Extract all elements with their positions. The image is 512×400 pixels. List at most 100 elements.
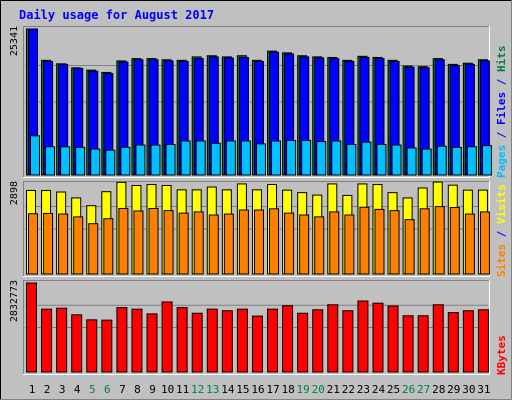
bar-kbytes-day-21 [327, 304, 339, 373]
panel-legend: KBytes [495, 335, 508, 375]
x-tick-label-day-12: 12 [191, 383, 204, 396]
x-tick-label-day-28: 28 [432, 383, 445, 396]
bar-pages-day-22 [346, 143, 357, 176]
bar-pages-day-14 [225, 140, 236, 176]
bar-pages-day-4 [75, 146, 86, 176]
x-tick-label-day-18: 18 [281, 383, 294, 396]
bar-pages-day-17 [271, 140, 282, 176]
x-axis-day-labels: 1 2 3 4 5 6 7 8 9 10 11 12 13 14 15 16 17 18 19 20 21 22 23 24 2… [29, 383, 491, 396]
bar-sites-day-6 [103, 218, 114, 275]
bar-pages-day-15 [240, 140, 251, 176]
bar-pages-day-3 [60, 146, 71, 176]
bar-kbytes-day-10 [161, 301, 173, 373]
bar-pages-day-11 [180, 140, 191, 176]
x-tick-label-day-31: 31 [477, 383, 490, 396]
bar-pages-day-25 [391, 144, 402, 176]
x-tick-label-day-9: 9 [149, 383, 156, 396]
bar-kbytes-day-12 [191, 312, 203, 373]
bar-kbytes-day-25 [387, 305, 399, 373]
bar-pages-day-9 [150, 144, 161, 176]
x-tick-label-day-5: 5 [89, 383, 96, 396]
bar-sites-day-28 [434, 206, 445, 275]
bar-pages-day-27 [421, 148, 432, 176]
bar-sites-day-22 [344, 214, 355, 275]
bar-kbytes-day-20 [312, 309, 324, 373]
bar-kbytes-day-23 [357, 300, 369, 373]
legend-part-pages: Pages [495, 145, 508, 178]
bar-kbytes-day-13 [206, 308, 218, 373]
bar-kbytes-day-29 [447, 312, 459, 373]
bar-pages-day-23 [361, 141, 372, 176]
bar-kbytes-day-15 [236, 308, 248, 373]
bar-kbytes-day-11 [176, 307, 188, 373]
x-tick-label-day-14: 14 [221, 383, 235, 396]
bar-sites-day-24 [374, 208, 385, 275]
bar-sites-day-29 [449, 207, 460, 275]
panel-1: 25341 Pages / Files / Hits [9, 26, 508, 178]
bar-kbytes-day-17 [267, 308, 279, 373]
bar-sites-day-31 [479, 211, 490, 275]
bar-sites-day-11 [178, 212, 189, 275]
x-tick-label-day-2: 2 [44, 383, 51, 396]
x-tick-label-day-26: 26 [402, 383, 415, 396]
panel-3: 2832773 KBytes [9, 280, 508, 375]
bar-kbytes-day-31 [477, 309, 489, 373]
x-tick-label-day-7: 7 [119, 383, 126, 396]
bar-pages-day-10 [165, 143, 176, 176]
legend-part--: / [495, 72, 508, 92]
legend-part-visits: Visits [495, 184, 508, 224]
x-tick-label-day-8: 8 [134, 383, 141, 396]
bar-pages-day-30 [466, 146, 477, 176]
bar-kbytes-day-24 [372, 302, 384, 373]
bar-pages-day-16 [255, 143, 266, 176]
bar-kbytes-day-8 [131, 308, 143, 373]
bar-sites-day-1 [28, 213, 38, 275]
bar-pages-day-21 [331, 140, 342, 176]
bar-kbytes-day-9 [146, 313, 158, 373]
x-tick-label-day-25: 25 [387, 383, 400, 396]
bar-sites-day-3 [58, 213, 69, 275]
x-tick-label-day-24: 24 [372, 383, 386, 396]
bar-kbytes-day-28 [432, 304, 444, 373]
bar-sites-day-21 [329, 211, 340, 275]
bar-sites-day-16 [253, 209, 264, 275]
bar-pages-day-29 [451, 146, 462, 176]
legend-part-sites: Sites [495, 244, 508, 277]
x-tick-label-day-19: 19 [297, 383, 310, 396]
bar-sites-day-14 [223, 213, 234, 275]
bar-pages-day-18 [286, 139, 297, 176]
bar-sites-day-12 [193, 211, 204, 275]
bar-sites-day-18 [284, 212, 295, 275]
bar-pages-day-20 [316, 141, 327, 176]
x-tick-label-day-4: 4 [74, 383, 81, 396]
bar-sites-day-5 [88, 223, 99, 275]
bar-pages-day-2 [45, 146, 56, 176]
bar-kbytes-day-19 [297, 312, 309, 373]
x-tick-label-day-21: 21 [327, 383, 340, 396]
bar-pages-day-24 [376, 143, 387, 176]
bar-kbytes-day-3 [56, 307, 68, 373]
y-axis-max-label: 25341 [9, 26, 20, 56]
legend-part--: / [495, 125, 508, 145]
bar-kbytes-day-27 [417, 315, 429, 373]
x-tick-label-day-23: 23 [357, 383, 370, 396]
chart-panels: 25341 Pages / Files / Hits 2898 Sites / Vis… [9, 26, 508, 375]
legend-part-hits: Hits [495, 46, 508, 73]
bar-sites-day-10 [163, 210, 174, 275]
bar-sites-day-27 [419, 208, 430, 275]
bar-pages-day-6 [105, 149, 116, 176]
x-tick-label-day-17: 17 [266, 383, 279, 396]
bar-kbytes-day-2 [41, 308, 53, 373]
x-tick-label-day-1: 1 [29, 383, 36, 396]
bar-sites-day-13 [208, 214, 219, 275]
bar-pages-day-31 [481, 145, 492, 176]
y-axis-max-label: 2832773 [9, 280, 20, 322]
bar-pages-day-5 [90, 148, 101, 176]
x-tick-label-day-20: 20 [312, 383, 325, 396]
bar-sites-day-26 [404, 219, 415, 275]
bar-sites-day-2 [43, 212, 54, 275]
x-tick-label-day-10: 10 [161, 383, 174, 396]
chart-title: Daily usage for August 2017 [19, 8, 214, 22]
legend-part-files: Files [495, 92, 508, 125]
